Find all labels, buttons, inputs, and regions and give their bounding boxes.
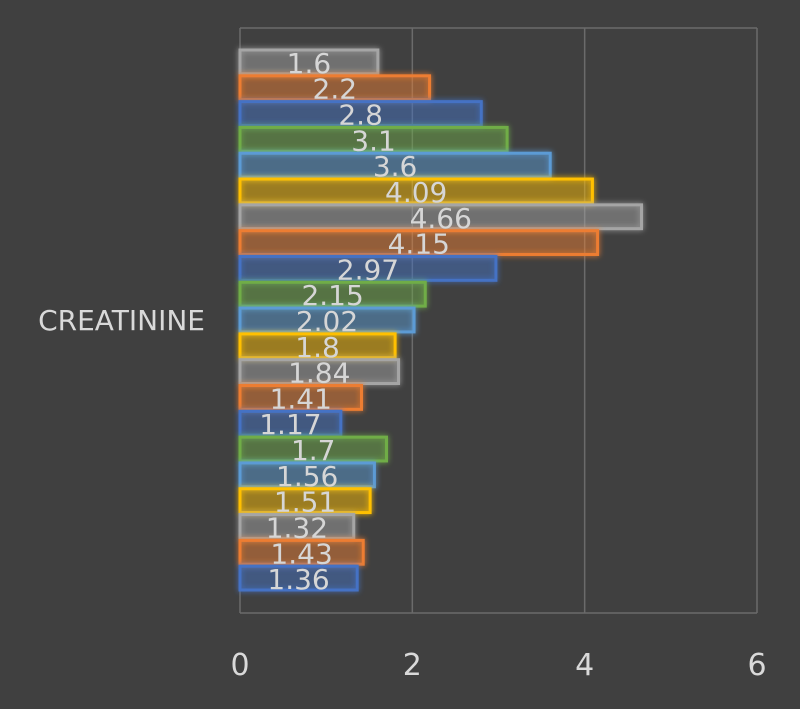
category-label: CREATININE [38,304,205,337]
bar-19 [238,538,365,566]
x-tick-label-1: 2 [403,648,422,683]
bar-5 [238,177,594,205]
data-label-6: 4.66 [410,202,472,235]
data-label-20: 1.36 [267,563,329,596]
data-label-12: 1.84 [288,357,350,390]
data-label-16: 1.56 [276,460,338,493]
bar-4 [238,151,552,179]
bar-8 [238,254,498,282]
bars [238,48,644,592]
x-axis-ticks: 0 2 4 6 [230,648,766,683]
bar-9 [238,280,427,308]
bar-3 [238,125,509,153]
bar-12 [238,358,401,386]
data-label-1: 2.2 [313,73,358,106]
bar-15 [238,435,388,463]
data-label-3: 3.1 [351,124,396,157]
data-label-7: 4.15 [388,228,450,261]
data-label-8: 2.97 [337,253,399,286]
data-label-0: 1.6 [287,47,332,80]
data-label-11: 1.8 [295,331,340,364]
bar-6 [238,203,644,231]
bar-7 [238,229,600,256]
bar-17 [238,487,372,515]
bar-20 [238,564,359,592]
x-tick-label-0: 0 [230,648,249,683]
bar-18 [238,513,356,540]
bar-11 [238,332,397,360]
data-label-5: 4.09 [385,176,447,209]
bar-16 [238,461,376,489]
data-labels: 1.62.22.83.13.64.094.664.152.972.152.021… [259,47,472,596]
data-label-10: 2.02 [296,305,358,338]
data-label-15: 1.7 [291,434,336,467]
x-tick-label-2: 4 [575,648,594,683]
bar-13 [238,384,363,411]
data-label-14: 1.17 [259,408,321,441]
data-label-17: 1.51 [274,486,336,519]
x-tick-label-3: 6 [747,648,766,683]
data-label-4: 3.6 [373,150,418,183]
data-label-9: 2.15 [301,279,363,312]
data-label-19: 1.43 [270,537,332,570]
bar-1 [238,74,432,102]
data-label-18: 1.32 [266,511,328,544]
bar-10 [238,306,416,334]
data-label-2: 2.8 [338,99,383,132]
bar-2 [238,100,483,127]
bar-0 [238,48,380,76]
bar-14 [238,409,343,437]
data-label-13: 1.41 [270,382,332,415]
